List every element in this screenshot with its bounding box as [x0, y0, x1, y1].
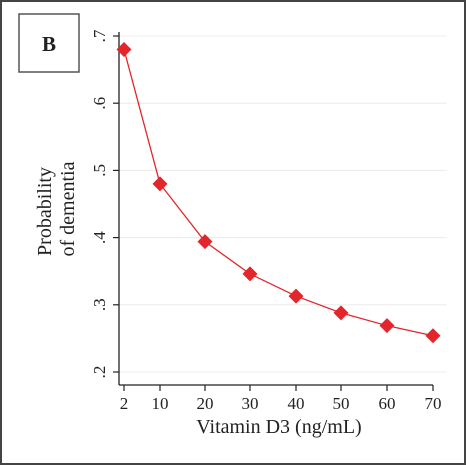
x-tick-label: 20 [197, 394, 214, 413]
y-axis-title-line-1: Probability [34, 167, 56, 256]
panel-label-box [18, 13, 80, 73]
x-tick-label: 40 [288, 394, 305, 413]
data-point-marker [379, 318, 395, 334]
x-tick-label: 60 [379, 394, 396, 413]
data-point-marker [288, 288, 304, 304]
x-tick-label: 50 [333, 394, 350, 413]
y-axis-title: Probability of dementia [34, 161, 79, 256]
x-axis-title: Vitamin D3 (ng/mL) [196, 416, 361, 438]
y-tick-label: .3 [90, 298, 109, 311]
data-point-marker [152, 176, 168, 192]
y-tick-label: .6 [90, 97, 109, 110]
y-ticks: .2 .3 .4 .5 .6 .7 [90, 29, 119, 378]
data-point-marker [197, 234, 213, 250]
data-point-marker [425, 328, 441, 344]
y-axis-title-line-2: of dementia [57, 161, 79, 256]
x-tick-label: 70 [425, 394, 442, 413]
panel-label: B [42, 32, 56, 56]
data-point-marker [333, 305, 349, 321]
grid-lines [119, 35, 447, 373]
y-tick-label: .5 [90, 164, 109, 177]
data-markers [116, 41, 441, 344]
y-tick-label: .2 [90, 366, 109, 379]
data-point-marker [242, 266, 258, 282]
x-ticks: 2 10 20 30 40 50 60 70 [120, 385, 442, 413]
x-tick-label: 30 [242, 394, 259, 413]
y-tick-label: .7 [90, 29, 109, 42]
x-tick-label: 10 [152, 394, 169, 413]
series-line [123, 49, 434, 337]
y-tick-label: .4 [90, 231, 109, 244]
data-point-marker [116, 41, 132, 57]
x-tick-label: 2 [120, 394, 129, 413]
